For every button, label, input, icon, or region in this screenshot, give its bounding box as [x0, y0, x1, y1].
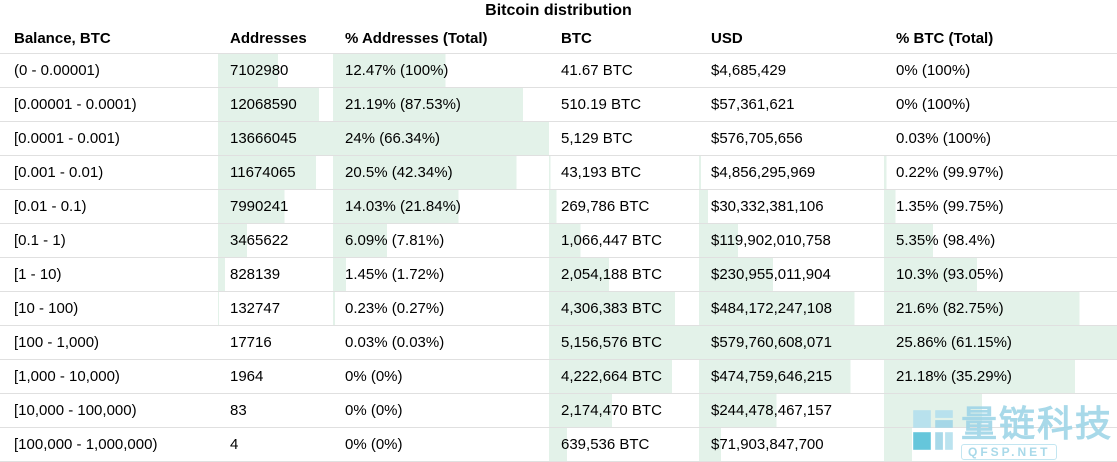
table-cell: $57,361,621 [699, 87, 884, 122]
table-cell: [0.001 - 0.01) [0, 155, 218, 190]
table-cell: [100 - 1,000) [0, 325, 218, 360]
table-cell: 7102980 [218, 53, 333, 88]
table-cell: 4 [218, 427, 333, 462]
table-cell: (0 - 0.00001) [0, 53, 218, 88]
table-cell: [0.01 - 0.1) [0, 189, 218, 224]
column-header: BTC [549, 24, 699, 54]
table-cell: 0% (0%) [333, 427, 549, 462]
table-cell: 828139 [218, 257, 333, 292]
table-cell: 25.86% (61.15%) [884, 325, 1117, 360]
table-cell: 1964 [218, 359, 333, 394]
table-cell: 5.35% (98.4%) [884, 223, 1117, 258]
table-cell: $4,856,295,969 [699, 155, 884, 190]
table-cell: $30,332,381,106 [699, 189, 884, 224]
column-header: Addresses [218, 24, 333, 54]
table-cell: 43,193 BTC [549, 155, 699, 190]
table-cell: 7990241 [218, 189, 333, 224]
table-cell: [1,000 - 10,000) [0, 359, 218, 394]
table-cell: 41.67 BTC [549, 53, 699, 88]
table-cell: $576,705,656 [699, 121, 884, 156]
table-cell: 0.03% (100%) [884, 121, 1117, 156]
table-cell: 2,054,188 BTC [549, 257, 699, 292]
header-row: Balance, BTC Addresses% Addresses (Total)… [0, 24, 1117, 54]
table-cell: 6.09% (7.81%) [333, 223, 549, 258]
table-cell: 0.23% (0.27%) [333, 291, 549, 326]
table-cell: [1 - 10) [0, 257, 218, 292]
column-header: % Addresses (Total) [333, 24, 549, 54]
table-row: [1 - 10) 828139 1.45% (1.72%) 2,054,188 BTC… [0, 257, 1117, 292]
table-row: [100,000 - 1,000,000) 4 0% (0%) 639,536 BTC… [0, 427, 1117, 462]
table-cell [884, 427, 1117, 462]
table-cell: 21.18% (35.29%) [884, 359, 1117, 394]
table-cell: $579,760,608,071 [699, 325, 884, 360]
page-title: Bitcoin distribution [485, 2, 632, 19]
table-cell: 132747 [218, 291, 333, 326]
table-row: [0.00001 - 0.0001) 12068590 21.19% (87.53%… [0, 87, 1117, 122]
table-cell: 24% (66.34%) [333, 121, 549, 156]
table-cell: 639,536 BTC [549, 427, 699, 462]
table-cell: 3465622 [218, 223, 333, 258]
distribution-table: Balance, BTC Addresses% Addresses (Total)… [0, 24, 1117, 462]
table-cell: 0% (0%) [333, 393, 549, 428]
table-body: (0 - 0.00001) 7102980 12.47% (100%) 41.67 B… [0, 53, 1117, 462]
table-row: [10 - 100) 132747 0.23% (0.27%) 4,306,383 B… [0, 291, 1117, 326]
table-row: [0.0001 - 0.001) 13666045 24% (66.34%) 5,12… [0, 121, 1117, 156]
table-cell: 1.45% (1.72%) [333, 257, 549, 292]
table-cell: 14.03% (21.84%) [333, 189, 549, 224]
table-cell: 4,222,664 BTC [549, 359, 699, 394]
table-cell: 0.03% (0.03%) [333, 325, 549, 360]
table-row: [10,000 - 100,000) 83 0% (0%) 2,174,470 BTC… [0, 393, 1117, 428]
table-cell: [100,000 - 1,000,000) [0, 427, 218, 462]
table-cell: $474,759,646,215 [699, 359, 884, 394]
table-cell: $484,172,247,108 [699, 291, 884, 326]
table-cell: 1,066,447 BTC [549, 223, 699, 258]
table-cell: 10.3% (93.05%) [884, 257, 1117, 292]
table-cell: 11674065 [218, 155, 333, 190]
table-cell: $230,955,011,904 [699, 257, 884, 292]
column-header: USD [699, 24, 884, 54]
table-cell: 0.22% (99.97%) [884, 155, 1117, 190]
table-cell: $244,478,467,157 [699, 393, 884, 428]
table-cell: 21.6% (82.75%) [884, 291, 1117, 326]
table-row: [1,000 - 10,000) 1964 0% (0%) 4,222,664 BTC… [0, 359, 1117, 394]
table-cell: [0.00001 - 0.0001) [0, 87, 218, 122]
table-cell: 269,786 BTC [549, 189, 699, 224]
table-cell: 20.5% (42.34%) [333, 155, 549, 190]
table-row: [0.001 - 0.01) 11674065 20.5% (42.34%) 43,1… [0, 155, 1117, 190]
table-cell: 83 [218, 393, 333, 428]
table-cell: 1.35% (99.75%) [884, 189, 1117, 224]
table-cell: 12068590 [218, 87, 333, 122]
table-cell: 17716 [218, 325, 333, 360]
column-header: Balance, BTC [0, 24, 218, 54]
table-cell: 5,156,576 BTC [549, 325, 699, 360]
table-cell: 2,174,470 BTC [549, 393, 699, 428]
table-cell: 510.19 BTC [549, 87, 699, 122]
table-cell: 21.19% (87.53%) [333, 87, 549, 122]
table-cell: [10 - 100) [0, 291, 218, 326]
table-cell: 12.47% (100%) [333, 53, 549, 88]
table-cell: [10,000 - 100,000) [0, 393, 218, 428]
table-row: [0.01 - 0.1) 7990241 14.03% (21.84%) 269,78… [0, 189, 1117, 224]
column-header: % BTC (Total) [884, 24, 1117, 54]
table-cell: [0.1 - 1) [0, 223, 218, 258]
table-cell [884, 393, 1117, 428]
table-cell: 0% (0%) [333, 359, 549, 394]
table-cell: 4,306,383 BTC [549, 291, 699, 326]
table-row: (0 - 0.00001) 7102980 12.47% (100%) 41.67 B… [0, 53, 1117, 88]
table-cell: 0% (100%) [884, 87, 1117, 122]
table-cell: [0.0001 - 0.001) [0, 121, 218, 156]
table-cell: $4,685,429 [699, 53, 884, 88]
table-cell: 13666045 [218, 121, 333, 156]
table-cell: 5,129 BTC [549, 121, 699, 156]
table-cell: 0% (100%) [884, 53, 1117, 88]
table-cell: $119,902,010,758 [699, 223, 884, 258]
table-row: [100 - 1,000) 17716 0.03% (0.03%) 5,156,576… [0, 325, 1117, 360]
table-cell: $71,903,847,700 [699, 427, 884, 462]
table-row: [0.1 - 1) 3465622 6.09% (7.81%) 1,066,447 B… [0, 223, 1117, 258]
